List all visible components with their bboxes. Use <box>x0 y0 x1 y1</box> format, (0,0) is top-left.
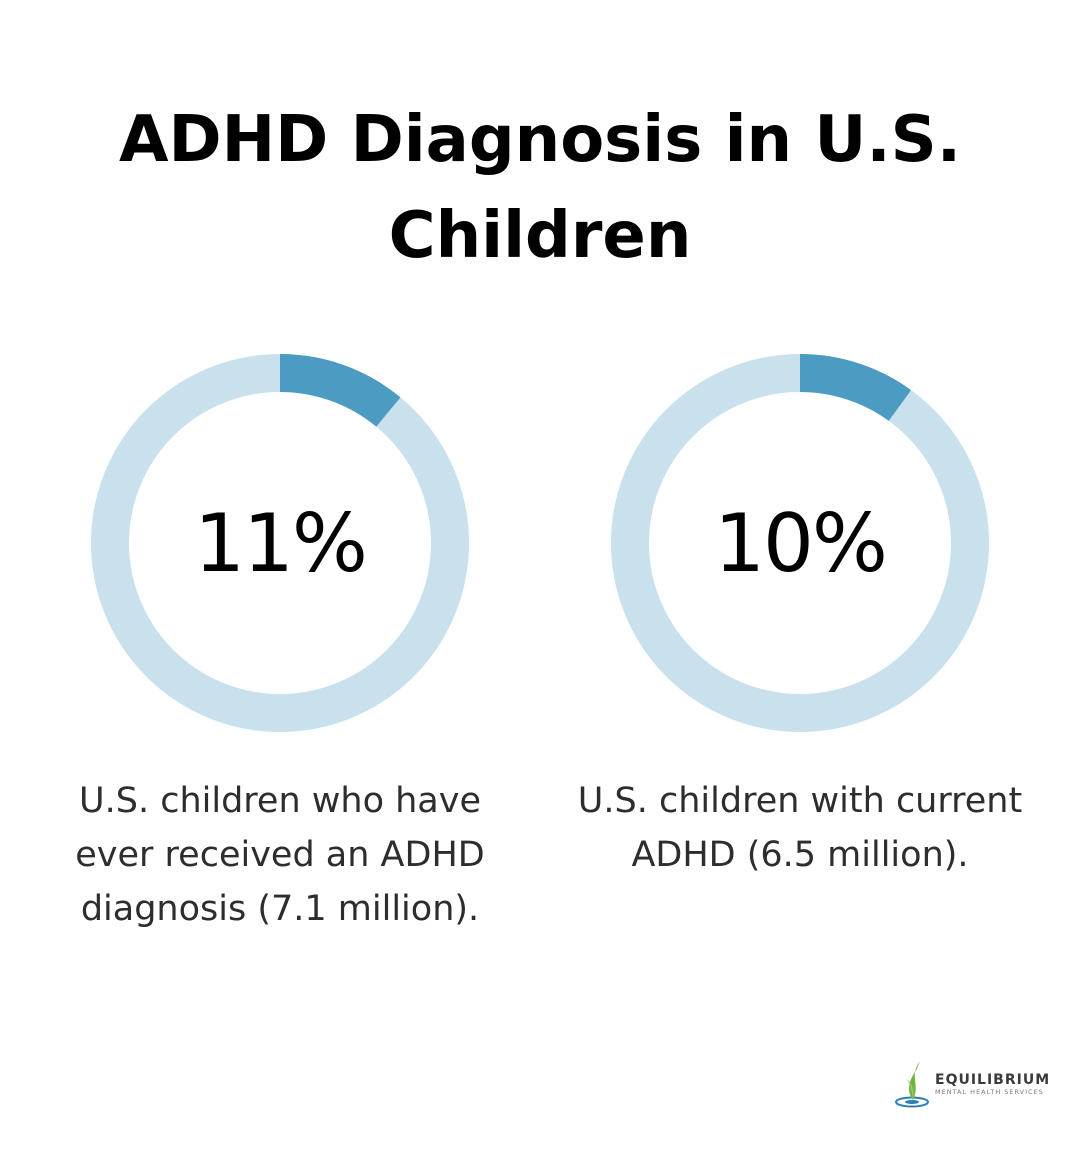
caption-current: U.S. children with current ADHD (6.5 mil… <box>560 774 1040 882</box>
caption-line: U.S. children who have <box>79 781 481 821</box>
caption-line: diagnosis (7.1 million). <box>80 889 480 929</box>
logo-subtitle: MENTAL HEALTH SERVICES <box>935 1088 1044 1096</box>
donut-chart-current: 10% <box>611 354 989 732</box>
equilibrium-logo: EQUILIBRIUM MENTAL HEALTH SERVICES <box>893 1058 1050 1110</box>
caption-line: U.S. children with current <box>577 781 1023 821</box>
caption-line: ever received an ADHD <box>75 835 485 875</box>
donut-svg <box>611 354 989 732</box>
donut-value-label: 11% <box>194 496 368 590</box>
logo-name: EQUILIBRIUM <box>935 1072 1051 1088</box>
donut-value-label: 10% <box>714 496 888 590</box>
title-line-2: Children <box>388 199 692 273</box>
donut-value-arc <box>279 354 401 427</box>
caption-ever-diagnosed: U.S. children who have ever received an … <box>40 774 520 936</box>
donut-svg <box>91 354 469 732</box>
caption-line: ADHD (6.5 million). <box>631 835 969 875</box>
donut-chart-ever-diagnosed: 11% <box>91 354 469 732</box>
title-line-1: ADHD Diagnosis in U.S. <box>118 103 962 177</box>
leaf-drop-icon <box>895 1061 929 1108</box>
page-title: ADHD Diagnosis in U.S. Children <box>0 92 1080 284</box>
donut-value-arc <box>799 354 912 422</box>
